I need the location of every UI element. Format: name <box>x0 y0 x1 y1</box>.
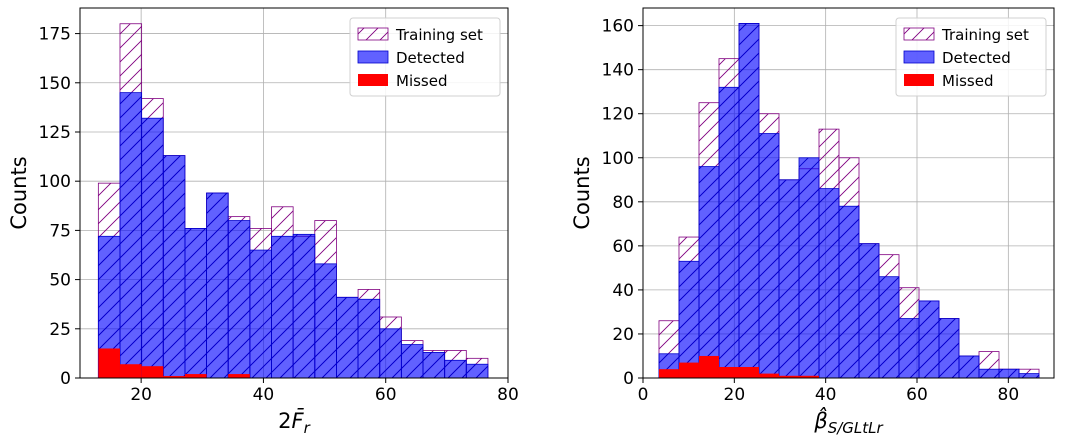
bar-detected-hatch <box>898 318 920 379</box>
bar-missed <box>658 369 679 378</box>
bar-detected-hatch <box>422 352 446 379</box>
x-tick-label: 20 <box>724 385 746 405</box>
y-tick-label: 100 <box>39 172 71 192</box>
bar-detected-hatch <box>357 298 381 379</box>
bar-detected-hatch <box>1018 373 1040 379</box>
legend-label: Detected <box>396 49 465 67</box>
legend: Training set Detected Missed <box>349 17 501 97</box>
bar-detected-hatch <box>162 155 186 379</box>
bar-detected-hatch <box>292 233 316 379</box>
y-tick-label: 0 <box>60 369 71 389</box>
legend-label: Missed <box>942 72 994 90</box>
bar-detected-hatch <box>141 117 164 379</box>
y-tick-label: 150 <box>39 74 71 94</box>
bar-detected-hatch <box>119 92 143 379</box>
bar-detected-hatch <box>227 220 251 379</box>
bar-detected-hatch <box>336 296 359 379</box>
y-axis-label: Counts <box>7 156 31 229</box>
x-tick-label: 40 <box>815 385 837 405</box>
bar-missed <box>98 348 120 378</box>
legend-label: Training set <box>941 26 1029 44</box>
bar-missed <box>798 375 819 378</box>
y-tick-label: 75 <box>49 221 71 241</box>
bar-detected-hatch <box>818 188 840 379</box>
x-tick-label: 0 <box>638 385 649 405</box>
y-tick-label: 80 <box>612 193 634 213</box>
y-axis-label: Counts <box>570 156 594 229</box>
bar-detected-hatch <box>878 276 900 379</box>
x-axis-label: β̂S/GLtLr <box>813 407 883 435</box>
bar-detected-hatch <box>978 368 1000 379</box>
bar-missed <box>678 362 699 378</box>
legend-swatch-detected <box>903 50 935 64</box>
axes-frame <box>642 7 1055 379</box>
legend: Training set Detected Missed <box>895 17 1047 97</box>
y-tick-label: 175 <box>39 25 71 45</box>
bar-detected-hatch <box>314 263 337 379</box>
bar-missed <box>758 373 779 378</box>
x-tick-label: 80 <box>497 385 519 405</box>
y-tick-label: 20 <box>612 325 634 345</box>
y-tick-label: 50 <box>49 271 71 291</box>
y-tick-label: 100 <box>602 149 634 169</box>
legend-label: Detected <box>942 49 1011 67</box>
legend-swatch-missed <box>904 74 934 86</box>
chart-panel-1: 20 40 60 80 0 25 50 75 100 125 150 175 Counts 2F̄r Tra… <box>7 7 519 435</box>
bar-detected-hatch <box>249 249 272 379</box>
bar-detected-hatch <box>858 243 880 379</box>
legend-label: Training set <box>395 26 483 44</box>
bar-missed <box>698 355 719 378</box>
bar-detected-hatch <box>758 133 780 379</box>
bar-detected-hatch <box>400 344 424 379</box>
legend-label: Missed <box>396 72 448 90</box>
bar-missed <box>141 366 164 378</box>
bar-detected-hatch <box>998 368 1020 379</box>
chart-panel-2: 0 20 40 60 80 0 20 40 60 80 100 120 140 160 Counts β̂S/… <box>570 7 1055 435</box>
bar-missed <box>738 366 759 378</box>
bar-detected-hatch <box>206 192 229 379</box>
bar-detected-hatch <box>271 235 294 379</box>
bar-missed <box>163 376 185 378</box>
legend-swatch-detected <box>357 50 389 64</box>
bar-detected-hatch <box>798 157 820 379</box>
x-tick-label: 40 <box>253 385 275 405</box>
y-tick-label: 140 <box>602 61 634 81</box>
bar-missed <box>119 364 142 378</box>
y-tick-label: 40 <box>612 281 634 301</box>
legend-swatch-training-set <box>903 27 935 41</box>
y-tick-label: 160 <box>602 17 634 37</box>
bar-detected-hatch <box>718 86 740 379</box>
bar-detected-hatch <box>379 328 402 379</box>
bar-missed <box>718 366 739 378</box>
bar-detected-hatch <box>465 363 489 379</box>
y-tick-label: 25 <box>49 320 71 340</box>
bar-detected-hatch <box>444 359 467 379</box>
bar-detected-hatch <box>698 166 720 379</box>
bar-detected-hatch <box>938 318 960 379</box>
bar-detected-hatch <box>184 228 207 379</box>
legend-swatch-training-set <box>357 27 389 41</box>
bar-detected-hatch <box>958 355 980 379</box>
bar-detected-hatch <box>678 260 700 379</box>
x-axis-label: 2F̄r <box>278 408 310 435</box>
x-tick-label: 60 <box>375 385 397 405</box>
bar-detected-hatch <box>838 205 860 379</box>
bar-missed <box>184 374 207 378</box>
x-tick-label: 60 <box>906 385 928 405</box>
bar-missed <box>778 375 799 378</box>
y-tick-label: 125 <box>39 123 71 143</box>
y-tick-label: 120 <box>602 105 634 125</box>
y-tick-label: 0 <box>623 369 634 389</box>
axes-frame <box>79 7 509 379</box>
bar-detected-hatch <box>738 23 760 379</box>
x-tick-label: 20 <box>130 385 152 405</box>
bar-missed <box>228 374 250 378</box>
bar-detected-hatch <box>778 179 800 379</box>
legend-swatch-missed <box>358 74 388 86</box>
bar-detected-hatch <box>918 300 940 379</box>
y-tick-label: 60 <box>612 237 634 257</box>
x-tick-label: 80 <box>998 385 1020 405</box>
